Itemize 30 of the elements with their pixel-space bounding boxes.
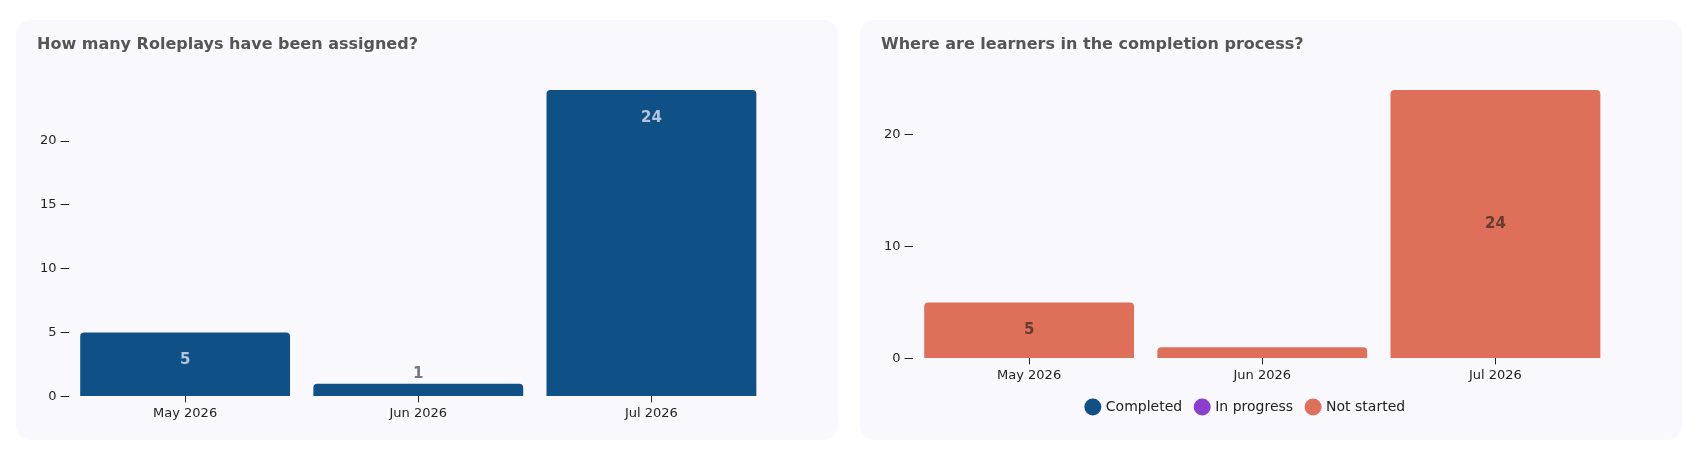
bar (546, 90, 757, 396)
data-label: 24 (640, 107, 662, 126)
bar (313, 383, 524, 396)
x-tick-label: May 2026 (153, 404, 218, 420)
legend-label: Not started (1326, 397, 1406, 414)
data-label: 5 (179, 350, 191, 369)
x-tick-label: May 2026 (997, 366, 1062, 382)
bar (1390, 90, 1601, 358)
x-tick-label: Jul 2026 (1467, 366, 1522, 382)
bar (924, 302, 1135, 358)
x-tick-label: Jun 2026 (388, 404, 448, 420)
y-tick-label: 20 (884, 126, 901, 142)
data-label: 5 (1023, 320, 1035, 339)
y-tick-label: 10 (40, 260, 57, 276)
x-tick-label: Jul 2026 (623, 404, 678, 420)
data-label: 24 (1484, 213, 1506, 232)
y-tick-label: 0 (892, 349, 901, 365)
bar (80, 332, 291, 396)
legend-label: In progress (1215, 397, 1294, 414)
legend-label: Completed (1105, 397, 1183, 414)
y-tick-label: 20 (40, 132, 57, 148)
bar (1157, 347, 1368, 358)
chart-title: How many Roleplays have been assigned? (37, 34, 418, 53)
y-tick-label: 5 (48, 323, 57, 339)
y-tick-label: 15 (40, 196, 57, 212)
x-tick-label: Jun 2026 (1232, 366, 1292, 382)
data-label: 1 (413, 363, 424, 382)
y-tick-label: 0 (48, 387, 57, 403)
chart-title: Where are learners in the completion process? (881, 34, 1304, 53)
y-tick-label: 10 (884, 237, 901, 253)
